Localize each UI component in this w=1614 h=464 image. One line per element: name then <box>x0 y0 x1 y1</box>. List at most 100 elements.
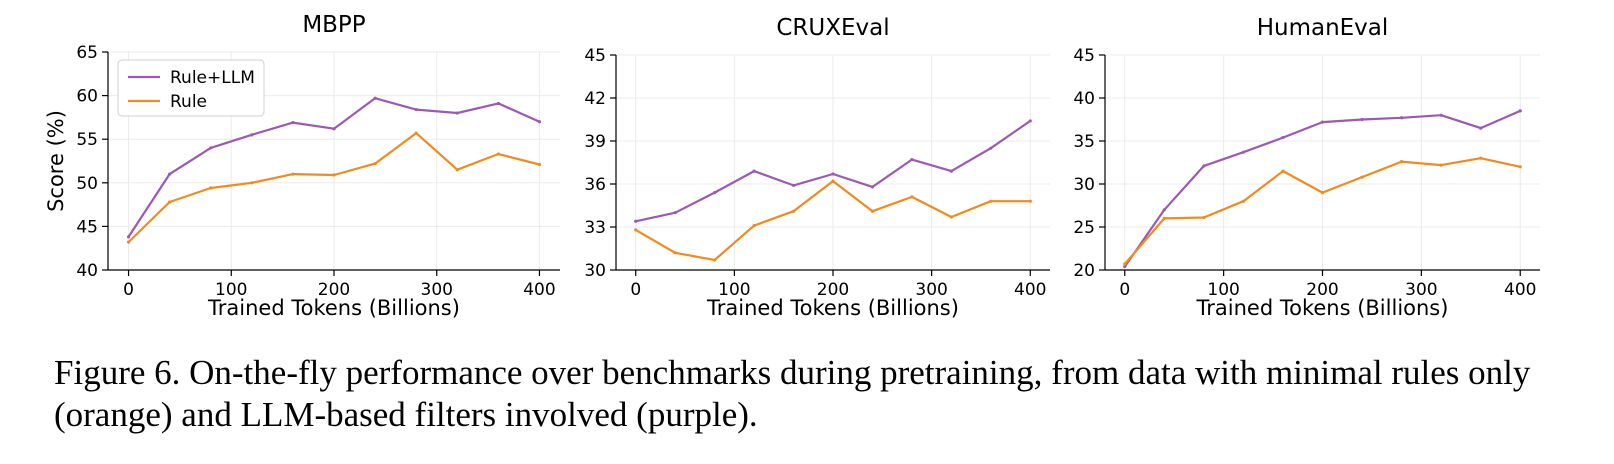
humaneval-point-rule-llm <box>1202 164 1206 168</box>
figure-caption: Figure 6. On-the-fly performance over be… <box>54 353 1531 434</box>
humaneval-point-rule-llm <box>1162 208 1166 212</box>
cruxeval-xtick-label: 200 <box>817 280 849 300</box>
cruxeval-title: CRUXEval <box>776 15 889 41</box>
mbpp-xtick-label: 0 <box>123 280 134 300</box>
panel-mbpp: 40 45 50 55 60 65 0 100 200 300 400 MBPP Trained Tok… <box>44 12 560 320</box>
mbpp-xlabel: Trained Tokens (Billions) <box>207 296 460 320</box>
mbpp-point-rule-llm <box>537 120 542 124</box>
cruxeval-point-rule <box>713 258 717 262</box>
mbpp-ylabel: Score (%) <box>44 110 68 212</box>
humaneval-point-rule <box>1241 199 1246 203</box>
cruxeval-point-rule <box>989 199 993 203</box>
mbpp-ytick-label: 65 <box>76 43 98 63</box>
cruxeval-point-rule <box>791 209 796 213</box>
humaneval-xlabel: Trained Tokens (Billions) <box>1196 296 1449 320</box>
mbpp-point-rule <box>496 152 500 156</box>
cruxeval-ytick-label: 39 <box>584 132 606 152</box>
cruxeval-point-rule <box>910 195 914 199</box>
humaneval-point-rule-llm <box>1399 116 1404 120</box>
cruxeval-ytick-label: 42 <box>584 89 606 109</box>
humaneval-point-rule <box>1518 165 1522 169</box>
humaneval-point-rule <box>1281 169 1285 173</box>
cruxeval-xtick-label: 100 <box>718 280 750 300</box>
mbpp-point-rule-llm <box>209 146 213 150</box>
mbpp-legend-label-rule-llm: Rule+LLM <box>170 68 255 88</box>
cruxeval-point-rule <box>634 228 638 232</box>
mbpp-xtick-label: 400 <box>523 280 555 300</box>
cruxeval-point-rule <box>949 215 953 219</box>
mbpp-point-rule-llm <box>168 172 172 176</box>
mbpp-point-rule <box>250 181 254 185</box>
cruxeval-ytick-label: 36 <box>584 175 606 195</box>
humaneval-ytick-label: 20 <box>1073 261 1095 281</box>
cruxeval-point-rule <box>752 223 756 228</box>
cruxeval-point-rule-llm <box>713 191 717 195</box>
mbpp-point-rule <box>373 162 377 166</box>
humaneval-point-rule-llm <box>1281 135 1285 140</box>
mbpp-point-rule <box>168 200 172 204</box>
humaneval-point-rule <box>1360 175 1364 179</box>
cruxeval-ytick-label: 45 <box>584 46 606 66</box>
humaneval-point-rule <box>1439 163 1443 167</box>
mbpp-xtick-label: 200 <box>318 280 350 300</box>
humaneval-point-rule <box>1123 262 1127 266</box>
cruxeval-point-rule-llm <box>831 172 835 176</box>
mbpp-point-rule-llm <box>126 235 131 239</box>
cruxeval-point-rule-llm <box>989 146 993 150</box>
humaneval-point-rule-llm <box>1123 264 1127 269</box>
mbpp-ytick-label: 60 <box>76 87 98 107</box>
humaneval-xtick-label: 300 <box>1405 280 1437 300</box>
mbpp-ytick-label: 55 <box>76 130 98 150</box>
humaneval-title: HumanEval <box>1257 15 1389 41</box>
mbpp-point-rule <box>332 173 336 177</box>
humaneval-ytick-label: 30 <box>1073 175 1095 195</box>
mbpp-point-rule <box>414 131 418 135</box>
humaneval-ytick-label: 40 <box>1073 89 1095 109</box>
cruxeval-point-rule-llm <box>752 169 756 173</box>
mbpp-ytick-label: 45 <box>76 217 98 237</box>
humaneval-ytick-label: 35 <box>1073 132 1095 152</box>
cruxeval-point-rule-llm <box>634 219 638 223</box>
humaneval-point-rule-llm <box>1360 117 1364 122</box>
cruxeval-point-rule <box>1028 199 1032 203</box>
mbpp-point-rule <box>455 168 459 172</box>
mbpp-point-rule-llm <box>496 101 500 106</box>
mbpp-point-rule <box>291 172 295 176</box>
cruxeval-xtick-label: 0 <box>630 280 641 300</box>
cruxeval-point-rule-llm <box>949 169 953 173</box>
humaneval-xtick-label: 200 <box>1306 280 1338 300</box>
humaneval-point-rule-llm <box>1479 126 1483 130</box>
panel-cruxeval: 30 33 36 39 42 45 0 100 200 300 400 CRUXEval Trained… <box>584 15 1050 320</box>
mbpp-legend-label-rule: Rule <box>170 92 207 112</box>
humaneval-point-rule-llm <box>1320 120 1325 124</box>
humaneval-ytick-label: 25 <box>1073 218 1095 238</box>
cruxeval-xtick-label: 400 <box>1014 280 1046 300</box>
humaneval-point-rule-llm <box>1439 113 1443 117</box>
cruxeval-point-rule-llm <box>673 211 677 215</box>
humaneval-xtick-label: 100 <box>1207 280 1239 300</box>
humaneval-point-rule <box>1479 156 1483 160</box>
cruxeval-ytick-label: 30 <box>584 261 606 281</box>
humaneval-xtick-label: 0 <box>1119 280 1130 300</box>
mbpp-point-rule <box>209 186 213 190</box>
cruxeval-point-rule-llm <box>1028 119 1032 123</box>
humaneval-point-rule-llm <box>1241 150 1246 154</box>
mbpp-point-rule-llm <box>250 133 254 137</box>
humaneval-point-rule <box>1320 191 1325 195</box>
cruxeval-point-rule <box>831 179 835 183</box>
humaneval-point-rule <box>1399 160 1404 164</box>
mbpp-xtick-label: 300 <box>421 280 453 300</box>
mbpp-point-rule <box>126 240 131 244</box>
cruxeval-xlabel: Trained Tokens (Billions) <box>706 296 959 320</box>
cruxeval-ytick-label: 33 <box>584 218 606 238</box>
cruxeval-point-rule-llm <box>791 183 796 188</box>
humaneval-point-rule-llm <box>1518 109 1522 113</box>
cruxeval-point-rule <box>673 251 677 255</box>
humaneval-ytick-label: 45 <box>1073 46 1095 66</box>
mbpp-point-rule <box>537 162 542 167</box>
cruxeval-point-rule <box>870 209 875 213</box>
mbpp-ytick-label: 40 <box>76 261 98 281</box>
mbpp-point-rule-llm <box>414 107 418 112</box>
mbpp-point-rule-llm <box>291 121 295 125</box>
